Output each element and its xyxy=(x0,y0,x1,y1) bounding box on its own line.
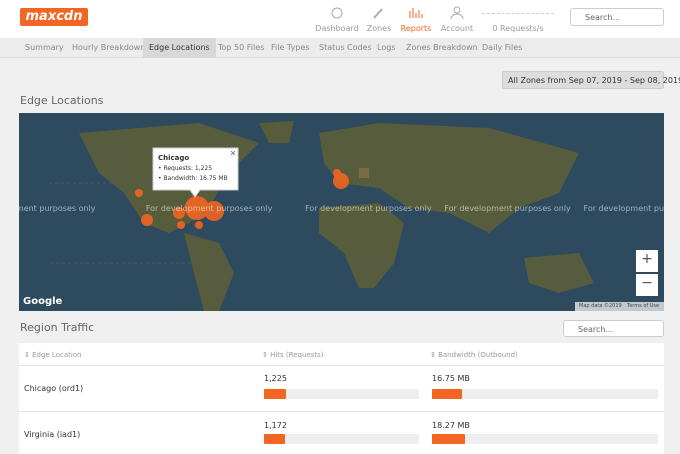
column-header[interactable]: ⇕ Bandwidth (Outbound) xyxy=(430,351,518,359)
search-box[interactable]: Search... xyxy=(570,8,664,26)
zoom-out[interactable]: − xyxy=(636,275,658,291)
bar-track xyxy=(432,389,658,399)
google-logo: Google xyxy=(23,296,62,307)
tab[interactable]: Daily Files xyxy=(482,43,522,52)
popup-bandwidth: • Bandwidth: 16.75 MB xyxy=(158,175,228,182)
region-search[interactable]: Search... xyxy=(563,320,664,337)
tab-active[interactable]: Edge Locations xyxy=(143,38,216,58)
bar-track xyxy=(432,434,658,444)
cell-location: Chicago (ord1) xyxy=(24,384,83,393)
tab[interactable]: Zones Breakdown xyxy=(406,43,478,52)
tab[interactable]: Top 50 Files xyxy=(218,43,264,52)
tab[interactable]: File Types xyxy=(271,43,309,52)
column-header[interactable]: ⇕ Edge Location xyxy=(24,351,82,359)
requests-rate: 0 Requests/s xyxy=(480,24,556,33)
nav-account[interactable]: Account xyxy=(432,24,482,33)
hits-bar xyxy=(264,434,285,444)
map-data: Map data ©2019 xyxy=(579,303,622,309)
cell-hits: 1,172 xyxy=(264,421,287,430)
popup-title: Chicago xyxy=(158,154,189,162)
tab[interactable]: Hourly Breakdown xyxy=(72,43,145,52)
popup-requests: • Requests: 1,225 xyxy=(158,165,212,172)
bandwidth-bar xyxy=(432,389,462,399)
bar-track xyxy=(264,434,419,444)
tab[interactable]: Status Codes xyxy=(319,43,372,52)
cell-bandwidth: 18.27 MB xyxy=(432,421,470,430)
zoom-in[interactable]: + xyxy=(636,251,658,267)
row-divider xyxy=(19,365,664,366)
row-divider xyxy=(19,411,664,412)
tab[interactable]: Summary xyxy=(25,43,64,52)
nav-icons xyxy=(320,6,480,22)
section-title: Region Traffic xyxy=(20,321,94,334)
cell-bandwidth: 16.75 MB xyxy=(432,374,470,383)
bar-track xyxy=(264,389,419,399)
logo[interactable]: maxcdn xyxy=(20,8,88,26)
section-title: Edge Locations xyxy=(20,94,103,107)
map-watermark: For development purposes only For develo… xyxy=(19,204,664,213)
bandwidth-bar xyxy=(432,434,465,444)
date-range-dropdown[interactable]: All Zones from Sep 07, 2019 - Sep 08, 20… xyxy=(502,71,664,89)
tab[interactable]: Logs xyxy=(377,43,395,52)
hits-bar xyxy=(264,389,286,399)
column-header[interactable]: ⇕ Hits (Requests) xyxy=(262,351,323,359)
cell-hits: 1,225 xyxy=(264,374,287,383)
terms-link[interactable]: Terms of Use xyxy=(627,303,659,309)
divider xyxy=(482,13,554,14)
cell-location: Virginia (iad1) xyxy=(24,430,80,439)
